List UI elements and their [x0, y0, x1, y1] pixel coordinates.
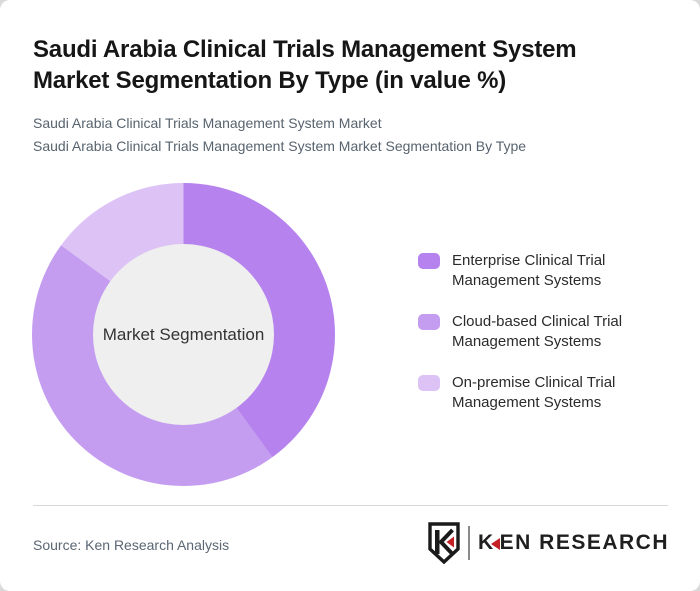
page-title: Saudi Arabia Clinical Trials Management … [33, 36, 577, 94]
source-text: Source: Ken Research Analysis [33, 537, 230, 553]
ken-research-logo: K EN RESEARCH [427, 522, 669, 564]
logo-red-triangle-icon [490, 537, 500, 550]
ken-research-shield-icon [428, 522, 460, 564]
chart-subtitles: Saudi Arabia Clinical Trials Management … [33, 112, 526, 158]
footer-divider [33, 505, 668, 506]
logo-divider [467, 526, 470, 560]
legend-label-cloud-based: Cloud-based Clinical Trial Management Sy… [452, 313, 623, 350]
donut-chart: Market Segmentation [32, 183, 335, 486]
chart-legend: Enterprise Clinical Trial Management Sys… [418, 251, 664, 413]
donut-center-label: Market Segmentation [102, 324, 265, 344]
legend-swatch-on-premise [418, 375, 440, 391]
legend-item-cloud-based: Cloud-based Clinical Trial Management Sy… [418, 312, 664, 352]
logo-wordmark: K EN RESEARCH [478, 531, 669, 555]
legend-swatch-enterprise [418, 253, 440, 269]
legend-item-on-premise: On-premise Clinical Trial Management Sys… [418, 373, 664, 413]
legend-swatch-cloud-based [418, 314, 440, 330]
subtitle-line-2: Saudi Arabia Clinical Trials Management … [33, 138, 527, 154]
logo-wordmark-rest: EN RESEARCH [499, 531, 669, 554]
donut-center: Market Segmentation [93, 244, 274, 425]
legend-label-on-premise: On-premise Clinical Trial Management Sys… [452, 374, 616, 411]
legend-item-enterprise: Enterprise Clinical Trial Management Sys… [418, 251, 664, 291]
subtitle-line-1: Saudi Arabia Clinical Trials Management … [33, 115, 382, 131]
logo-wordmark-k: K [477, 531, 495, 554]
legend-label-enterprise: Enterprise Clinical Trial Management Sys… [452, 252, 606, 289]
